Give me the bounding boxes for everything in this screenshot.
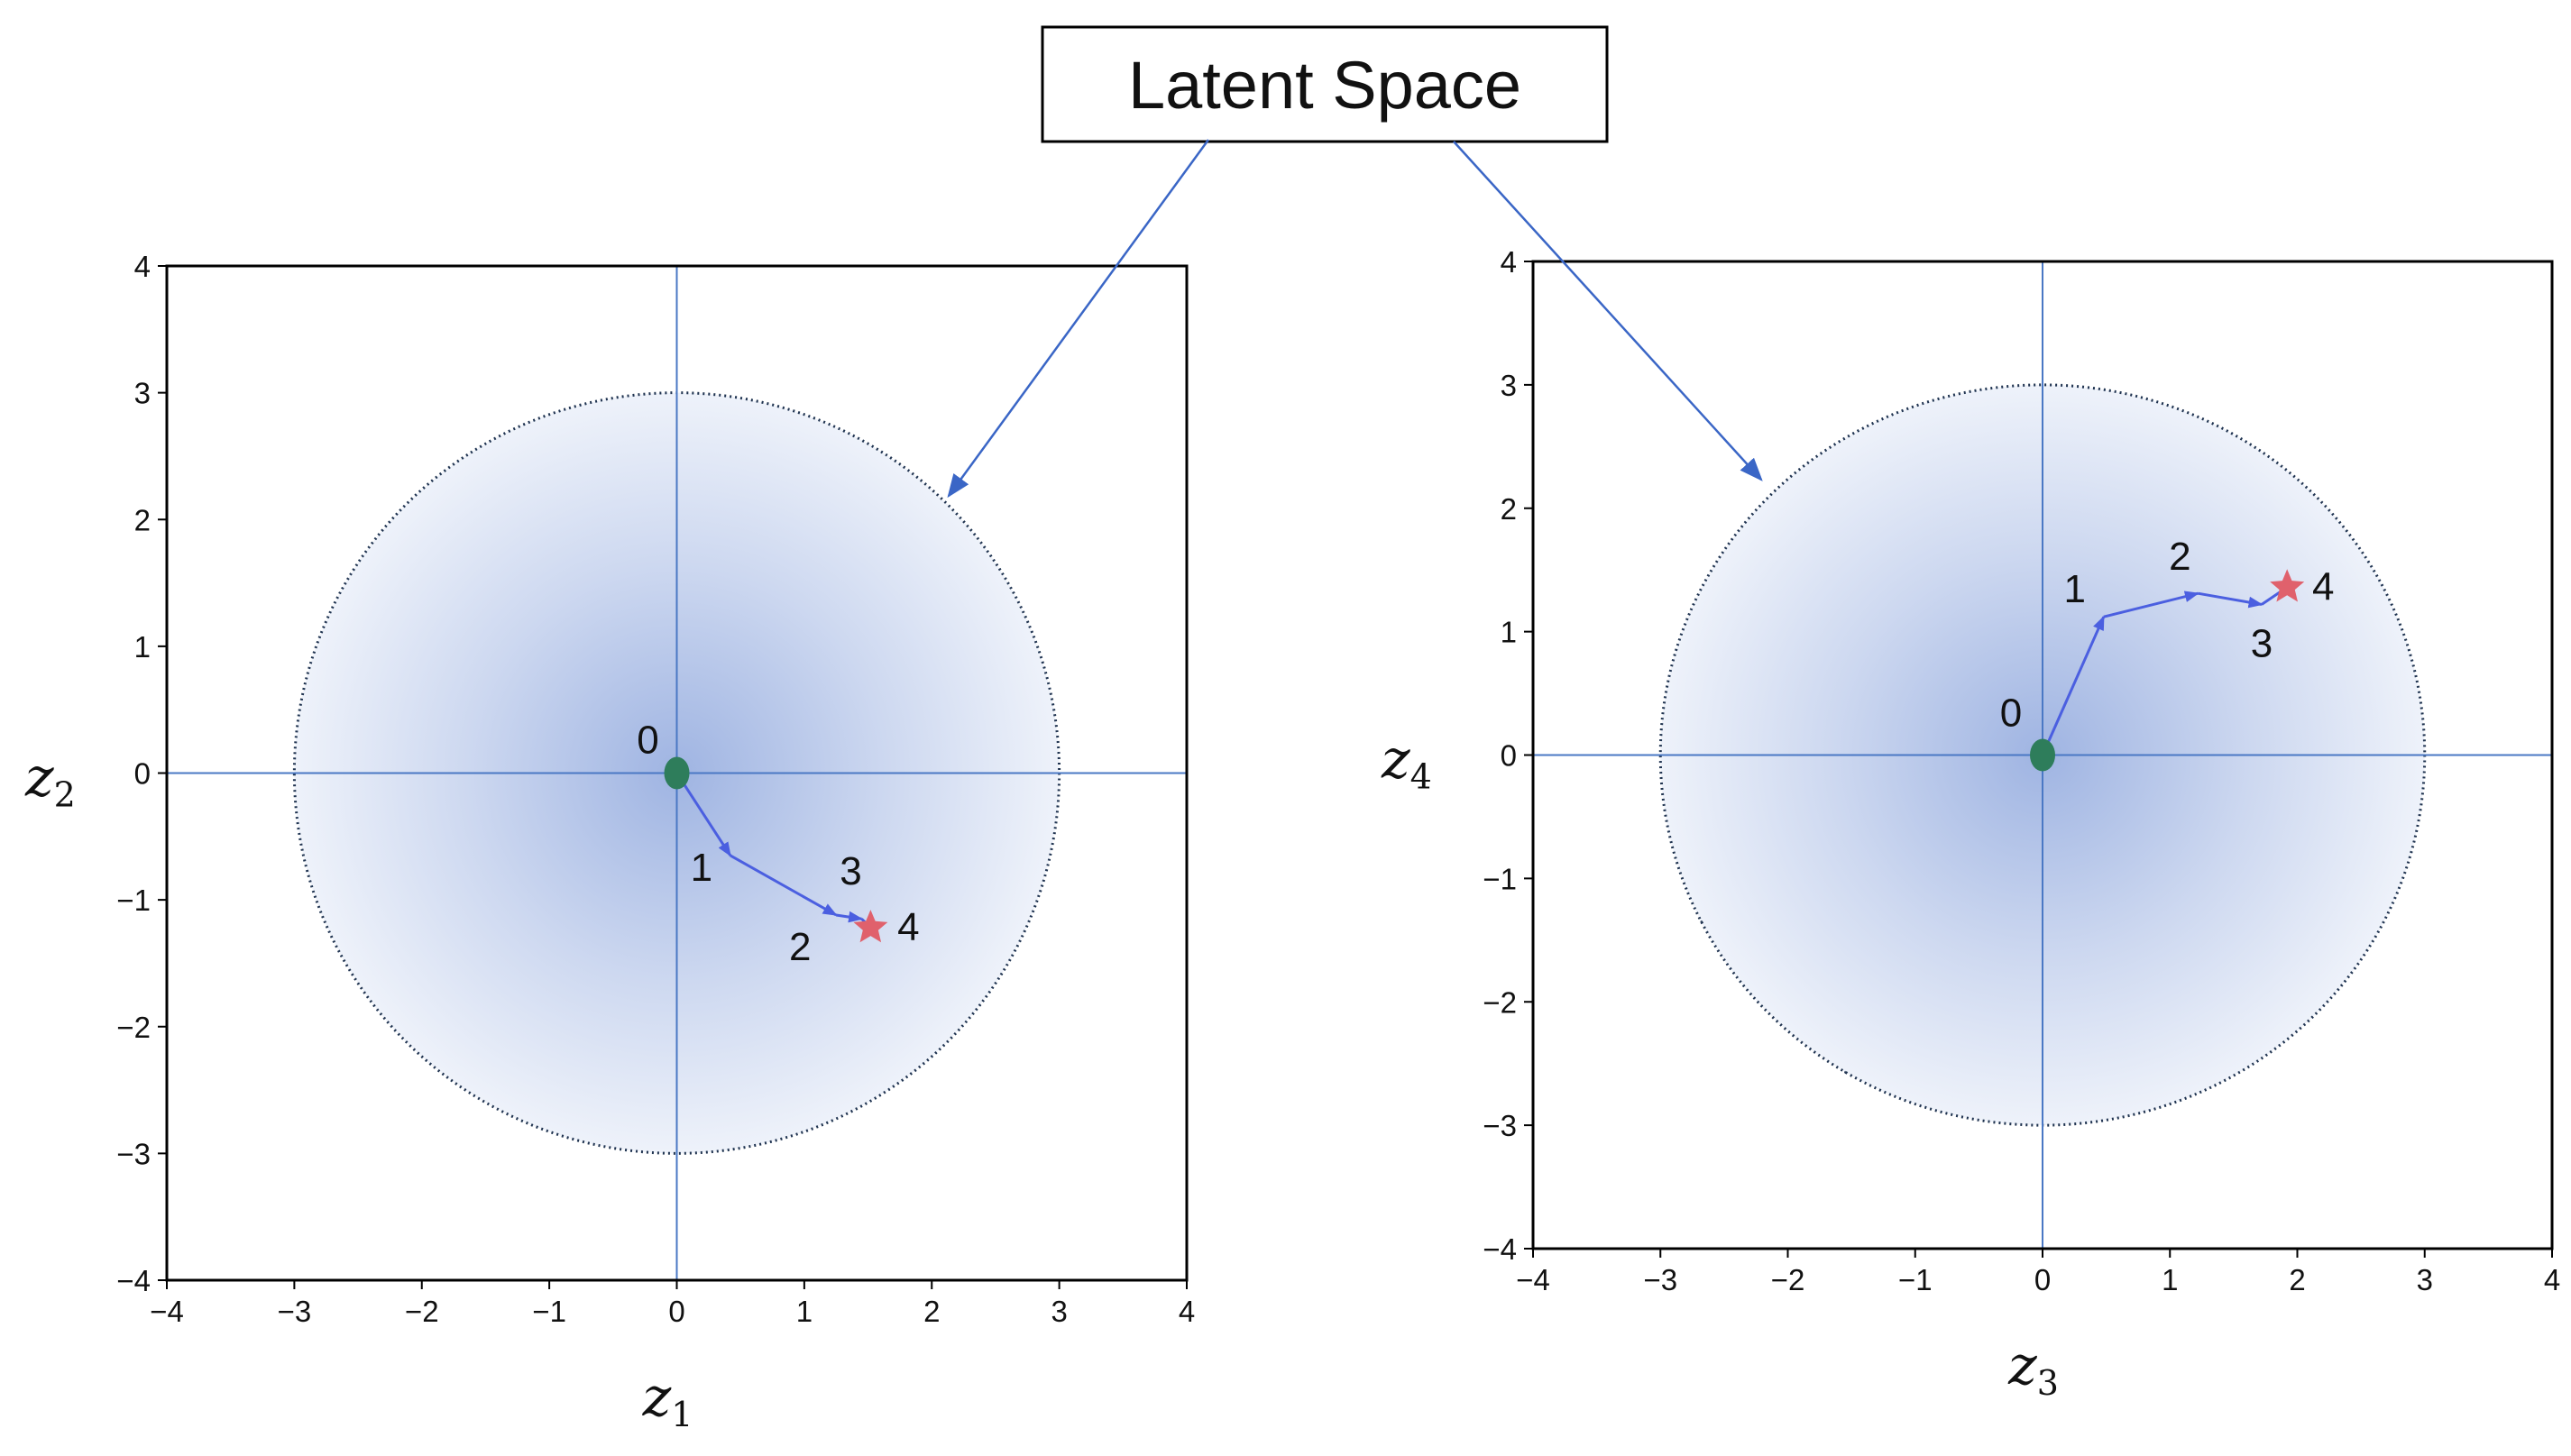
- y-tick-label: −1: [1483, 862, 1517, 895]
- x-tick-label: −2: [405, 1295, 439, 1328]
- x-tick-label: −3: [278, 1295, 312, 1328]
- y-axis-label: z4: [1381, 728, 1432, 797]
- x-tick-label: −4: [1516, 1263, 1550, 1296]
- trajectory-step-label: 4: [2312, 564, 2334, 609]
- trajectory-step-arrow: [675, 772, 732, 857]
- x-tick-label: 3: [1051, 1295, 1067, 1328]
- end-star: [853, 910, 888, 943]
- x-tick-label: −1: [532, 1295, 566, 1328]
- x-tick-label: 4: [1179, 1295, 1195, 1328]
- latent-space-callout: Latent Space: [1041, 25, 1609, 143]
- x-tick-label: 2: [2289, 1263, 2305, 1296]
- y-tick-label: 1: [1501, 616, 1517, 649]
- y-tick-label: 0: [134, 757, 151, 791]
- trajectory-step-label: 2: [789, 925, 811, 969]
- y-tick-label: 3: [1501, 369, 1517, 402]
- start-point: [2030, 738, 2055, 772]
- trajectory-step-label: 4: [897, 905, 919, 949]
- x-tick-label: −2: [1771, 1263, 1805, 1296]
- callout-label: Latent Space: [1128, 48, 1521, 123]
- trajectory-step-label: 3: [840, 849, 861, 893]
- y-tick-label: −2: [1483, 985, 1517, 1019]
- trajectory-step-label: 0: [637, 719, 658, 763]
- y-tick-label: −2: [116, 1011, 151, 1044]
- trajectory: 0 1 2 34: [2000, 535, 2334, 772]
- start-point: [664, 756, 690, 790]
- y-axis-label-subscript: 2: [54, 775, 76, 815]
- trajectory-step-label: 1: [691, 846, 712, 890]
- y-tick-label: −3: [1483, 1109, 1517, 1142]
- y-axis-label: z2: [24, 746, 76, 815]
- x-tick-label: 0: [668, 1295, 684, 1328]
- x-tick-label: 3: [2417, 1263, 2433, 1296]
- y-tick-label: 4: [1501, 245, 1517, 279]
- trajectory-step-arrow: [730, 854, 838, 917]
- y-tick-label: 1: [134, 630, 151, 664]
- y-tick-label: 0: [1501, 739, 1517, 773]
- y-tick-label: 3: [134, 377, 151, 410]
- trajectory-step-arrow: [2041, 615, 2106, 756]
- callout-arrow-left: [947, 139, 1210, 499]
- callout-arrows: [947, 139, 1763, 499]
- trajectory-step-label: 3: [2251, 622, 2273, 666]
- y-tick-label: 2: [1501, 492, 1517, 526]
- trajectory-step-label: 0: [2000, 691, 2022, 736]
- y-tick-label: 2: [134, 503, 151, 536]
- x-axis-label: z1: [642, 1366, 693, 1434]
- x-tick-label: −4: [150, 1295, 184, 1328]
- trajectory-step-label: 1: [2064, 567, 2086, 611]
- x-tick-label: −1: [1898, 1263, 1933, 1296]
- y-tick-label: −4: [116, 1264, 151, 1297]
- x-tick-label: 0: [2034, 1263, 2051, 1296]
- end-star: [2270, 569, 2305, 602]
- y-tick-label: −3: [116, 1137, 151, 1170]
- trajectory: 0 1 234: [637, 719, 919, 970]
- y-tick-label: 4: [134, 250, 151, 283]
- trajectory-step-arrow: [2198, 591, 2263, 609]
- callout-arrow-right: [1453, 141, 1763, 481]
- callout-box: [1041, 25, 1609, 143]
- x-tick-label: 2: [923, 1295, 940, 1328]
- x-tick-label: 4: [2544, 1263, 2560, 1296]
- trajectory-step-arrow: [2103, 591, 2199, 618]
- x-axis-label-subscript: 3: [2037, 1363, 2059, 1403]
- x-tick-label: 1: [2162, 1263, 2178, 1296]
- x-tick-label: −3: [1643, 1263, 1677, 1296]
- trajectory-step-arrow: [835, 911, 864, 923]
- y-tick-label: −1: [116, 884, 151, 917]
- x-tick-label: 1: [796, 1295, 813, 1328]
- y-axis-label-subscript: 4: [1410, 757, 1432, 797]
- x-axis-label: z3: [2007, 1334, 2059, 1403]
- trajectory-step-label: 2: [2169, 535, 2190, 579]
- y-tick-label: −4: [1483, 1232, 1517, 1266]
- x-axis-label-subscript: 1: [671, 1395, 693, 1434]
